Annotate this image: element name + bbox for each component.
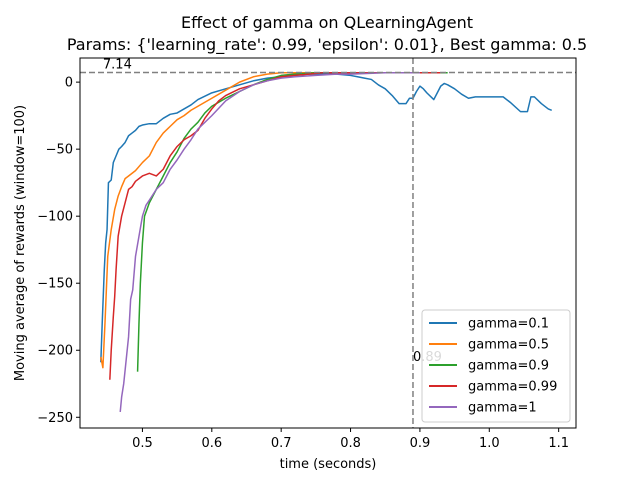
series-line-gamma-1 [119,72,420,412]
legend-label: gamma=0.1 [468,317,549,332]
plot-frame [79,57,577,429]
y-tick-label: −200 [37,344,73,359]
legend-label: gamma=1 [468,401,537,416]
x-axis-ticks: 0.5 0.6 0.7 0.8 0.9 1.0 1.1 [132,428,569,451]
x-tick-label: 0.9 [410,436,431,451]
x-tick-label: 0.7 [271,436,292,451]
y-axis-label: Moving average of rewards (window=100) [13,105,28,381]
best-reward-label: 7.14 [103,58,132,73]
y-tick-label: −150 [37,277,73,292]
x-tick-label: 0.5 [132,436,153,451]
series-line-gamma-0-99 [109,72,441,380]
x-tick-label: 1.0 [479,436,500,451]
x-axis-label: time (seconds) [280,457,377,472]
y-tick-label: −50 [46,143,73,158]
x-tick-label: 0.6 [201,436,222,451]
legend-box [421,309,571,423]
x-tick-label: 1.1 [548,436,569,451]
legend-label: gamma=0.9 [468,359,549,374]
y-axis-ticks: 0 −50 −100 −150 −200 −250 [37,76,80,426]
legend-label: gamma=0.99 [468,380,557,395]
legend-label: gamma=0.5 [468,338,549,353]
chart-subtitle: Params: {'learning_rate': 0.99, 'epsilon… [67,35,587,55]
y-tick-label: 0 [65,76,73,91]
legend: gamma=0.1 gamma=0.5 gamma=0.9 gamma=0.99 gam… [421,309,571,423]
chart-title: Effect of gamma on QLearningAgent [181,13,473,32]
x-tick-label: 0.8 [340,436,361,451]
y-tick-label: −100 [37,210,73,225]
y-tick-label: −250 [37,411,73,426]
